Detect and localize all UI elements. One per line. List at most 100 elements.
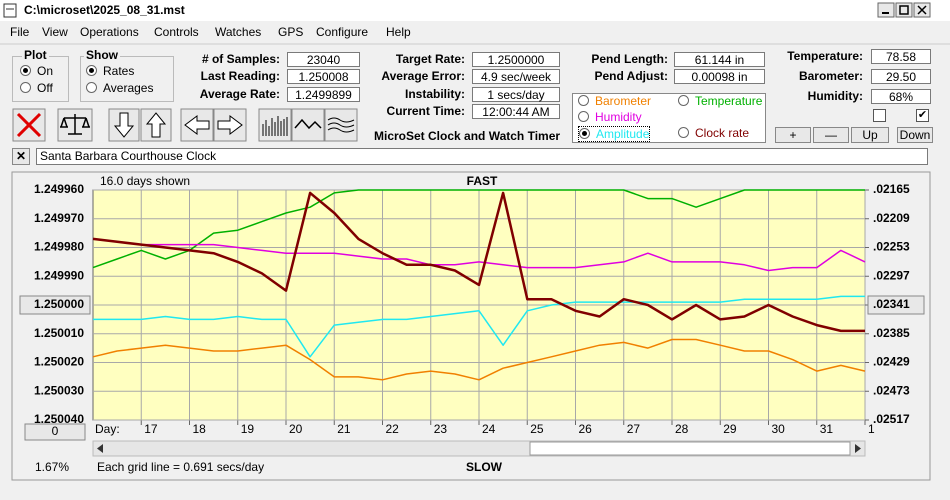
x-axis-label: Day: [95,422,120,436]
y2-tick-label: .02209 [873,211,910,225]
balance-icon [60,114,90,135]
scroll-right [855,444,861,453]
left-icon [184,115,210,135]
legend-label: Amplitude [596,127,650,141]
field-value[interactable]: 78.58 [871,49,931,64]
field-label: Target Rate: [395,52,465,66]
maximize-icon [899,5,909,15]
y-tick-label: 1.249970 [34,211,84,225]
show-option[interactable]: Averages [86,81,153,95]
field-value[interactable]: 0.00098 in [674,69,765,84]
menu-item[interactable]: View [42,25,68,39]
radio[interactable] [86,82,97,93]
field-label: Instability: [404,87,465,101]
x-tick-label: 24 [482,422,496,436]
y2-tick-label: .02385 [873,326,910,340]
checkbox-checked[interactable]: ✔ [916,109,929,122]
plot-option[interactable]: Off [20,81,53,95]
radio[interactable] [20,65,31,76]
menu-item[interactable]: Controls [154,25,199,39]
minimize-button[interactable] [877,2,895,18]
y2-tick-label: .02517 [873,412,910,426]
checkbox[interactable] [873,109,886,122]
show-option[interactable]: Rates [86,64,134,78]
waves-button[interactable] [324,108,358,142]
window-title: C:\microset\2025_08_31.mst [24,3,185,17]
field-value[interactable]: 29.50 [871,69,931,84]
menu-item[interactable]: Help [386,25,411,39]
x-tick-label: 18 [193,422,207,436]
menu-item[interactable]: Configure [316,25,369,39]
clear-name-button[interactable]: ✕ [12,148,30,165]
field-value[interactable]: 4.9 sec/week [472,69,560,84]
legend-label: Clock rate [695,126,750,140]
legend-label: Humidity [595,110,642,124]
field-value[interactable]: 23040 [287,52,360,67]
field-value[interactable]: 12:00:44 AM [472,104,560,119]
radio[interactable] [20,82,31,93]
menu-item[interactable]: Watches [215,25,262,39]
radio-label: Averages [103,81,154,95]
control-button[interactable]: + [775,127,811,143]
scroll-thumb [529,441,851,456]
plot-option[interactable]: On [20,64,53,78]
x-tick-label: 27 [627,422,641,436]
y2-tick-label: .02253 [873,240,910,254]
bars-button[interactable] [258,108,292,142]
x-tick-label: 21 [337,422,351,436]
control-button[interactable]: Up [851,127,889,143]
wave-icon [294,118,322,130]
legend-item[interactable]: Clock rate [678,126,749,140]
offset-button [24,423,86,441]
y-tick-label: 1.250000 [34,297,84,311]
field-value[interactable]: 61.144 in [674,52,765,67]
legend-item[interactable]: Barometer [578,94,651,108]
radio[interactable] [86,65,97,76]
control-button[interactable]: — [813,127,849,143]
show-group [80,56,174,102]
y-tick-label: 1.250010 [34,326,84,340]
legend-item[interactable]: Temperature [678,94,762,108]
series-line [93,295,865,358]
legend-item[interactable]: Humidity [578,110,642,124]
app-name: MicroSet Clock and Watch Timer [374,129,561,143]
up-icon [145,112,167,138]
control-button[interactable]: Down [897,127,933,143]
y2-tick-button [867,295,925,315]
field-label: Humidity: [807,89,863,103]
maximize-button[interactable] [895,2,913,18]
field-label: Current Time: [386,104,465,118]
field-value[interactable]: 68% [871,89,931,104]
y2-tick-label: .02429 [873,355,910,369]
radio[interactable] [579,128,590,139]
menu-item[interactable]: Operations [80,25,139,39]
clock-name-field[interactable]: Santa Barbara Courthouse Clock [36,148,928,165]
status-percent: 1.67% [35,460,69,474]
radio[interactable] [578,95,589,106]
y-tick-label: 1.249990 [34,268,84,282]
field-value[interactable]: 1 secs/day [472,87,560,102]
radio[interactable] [678,127,689,138]
radio[interactable] [578,111,589,122]
menu-item[interactable]: GPS [278,25,304,39]
x-tick-label: 31 [820,422,834,436]
field-value[interactable]: 1.2499899 [287,87,360,102]
field-value[interactable]: 1.2500000 [472,52,560,67]
radio[interactable] [678,95,689,106]
field-label: # of Samples: [201,52,280,66]
field-value[interactable]: 1.250008 [287,69,360,84]
y-tick-label: 1.249960 [34,182,84,196]
series-line [92,191,865,333]
series-legend [572,93,766,143]
field-label: Temperature: [787,49,863,63]
scroll-left [97,444,103,453]
title-bar [0,0,950,21]
field-label: Average Rate: [199,87,280,101]
legend-item[interactable]: Amplitude [578,126,651,142]
offset-button-label: 0 [52,424,59,438]
grid-note: Each grid line = 0.691 secs/day [97,460,264,474]
menu-item[interactable]: File [10,25,30,39]
clear-icon [16,112,42,138]
x-tick-label: 20 [289,422,303,436]
